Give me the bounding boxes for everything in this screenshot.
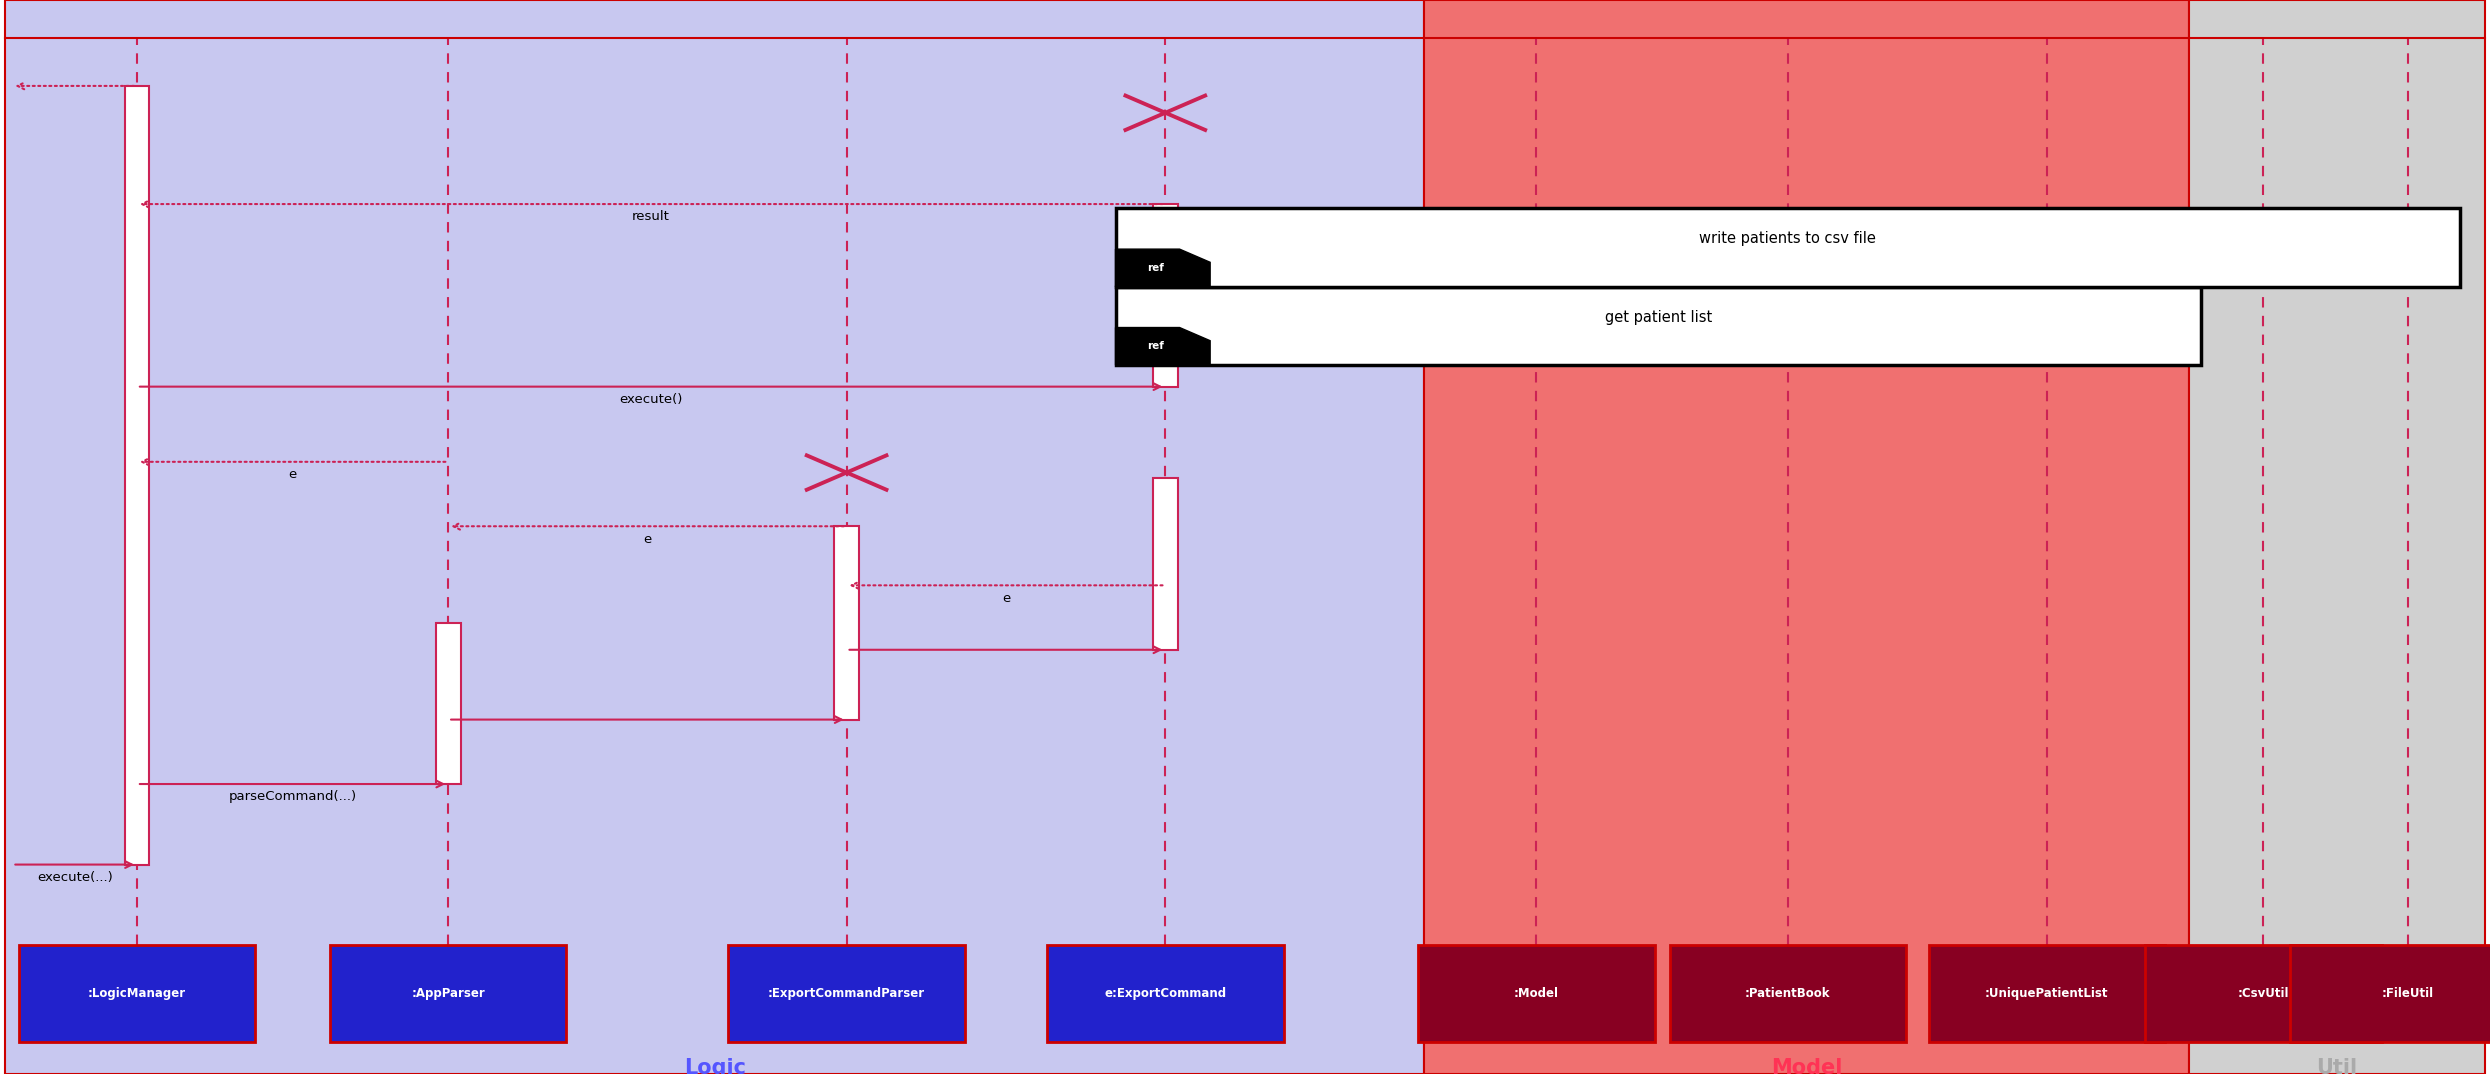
Bar bbox=[1116, 208, 2460, 287]
Bar bbox=[730, 945, 966, 1042]
Polygon shape bbox=[1116, 249, 1210, 287]
Text: ref: ref bbox=[1148, 263, 1163, 273]
Bar bbox=[436, 623, 461, 784]
Text: execute(): execute() bbox=[620, 393, 682, 406]
Text: :PatientBook: :PatientBook bbox=[1745, 987, 1830, 1000]
Text: :UniquePatientList: :UniquePatientList bbox=[1985, 987, 2109, 1000]
Text: :Model: :Model bbox=[1514, 987, 1559, 1000]
Bar bbox=[329, 945, 568, 1042]
Bar bbox=[1419, 945, 1656, 1042]
Text: execute(...): execute(...) bbox=[37, 871, 112, 884]
Polygon shape bbox=[1116, 328, 1210, 365]
Bar bbox=[20, 945, 256, 1042]
Text: e: e bbox=[289, 468, 296, 481]
Text: :LogicManager: :LogicManager bbox=[87, 987, 187, 1000]
Text: :CsvUtil: :CsvUtil bbox=[2239, 987, 2288, 1000]
Bar bbox=[1424, 0, 2189, 1074]
Bar bbox=[1927, 945, 2164, 1042]
Bar bbox=[2291, 945, 2490, 1042]
Text: e: e bbox=[642, 533, 652, 546]
Text: parseCommand(...): parseCommand(...) bbox=[229, 790, 356, 803]
Text: :FileUtil: :FileUtil bbox=[2383, 987, 2433, 1000]
Text: Util: Util bbox=[2316, 1058, 2358, 1074]
Text: Logic: Logic bbox=[685, 1058, 745, 1074]
Text: e:ExportCommand: e:ExportCommand bbox=[1103, 987, 1228, 1000]
Text: Model: Model bbox=[1770, 1058, 1843, 1074]
Text: ref: ref bbox=[1148, 342, 1163, 351]
Text: get patient list: get patient list bbox=[1604, 310, 1713, 324]
Bar bbox=[2189, 0, 2485, 1074]
Text: :AppParser: :AppParser bbox=[411, 987, 486, 1000]
Text: :ExportCommandParser: :ExportCommandParser bbox=[767, 987, 926, 1000]
Text: e: e bbox=[1001, 592, 1011, 605]
Bar bbox=[1671, 945, 1907, 1042]
Bar bbox=[1048, 945, 1285, 1042]
Bar bbox=[1116, 287, 2201, 365]
Bar bbox=[124, 86, 149, 865]
Bar bbox=[5, 0, 1424, 1074]
Bar bbox=[1153, 204, 1178, 387]
Bar bbox=[834, 526, 859, 720]
Bar bbox=[2146, 945, 2380, 1042]
Bar bbox=[1153, 478, 1178, 650]
Text: result: result bbox=[632, 211, 670, 223]
Text: write patients to csv file: write patients to csv file bbox=[1698, 232, 1877, 246]
